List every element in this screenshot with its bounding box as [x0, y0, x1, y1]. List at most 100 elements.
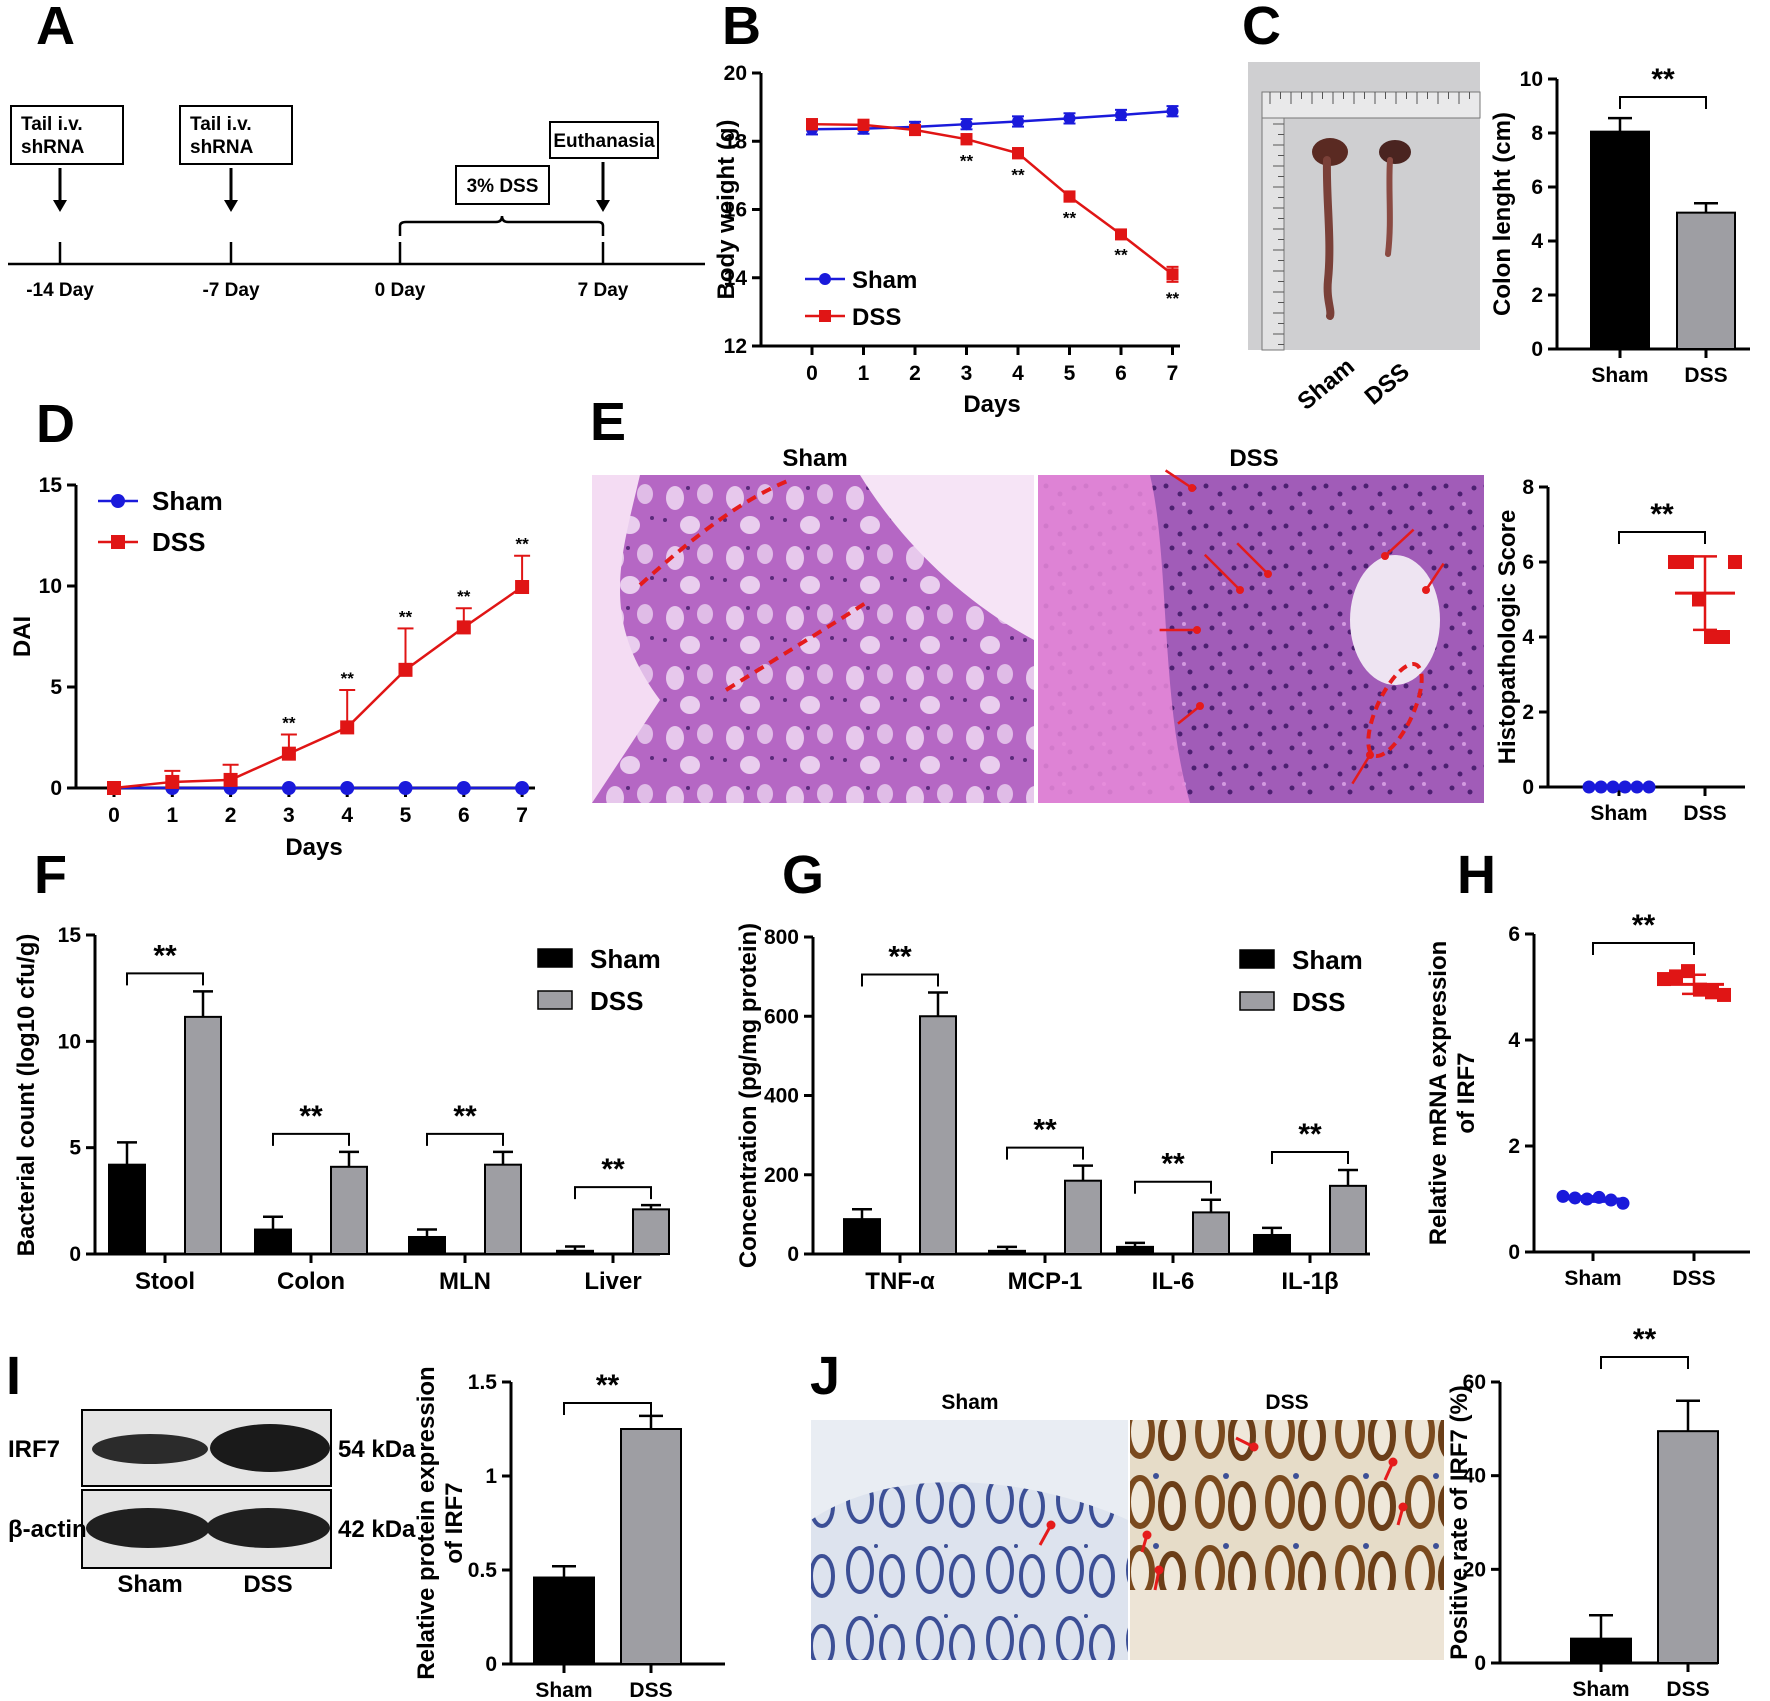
significance-label: **	[1651, 63, 1675, 96]
panel-label-F: F	[34, 845, 67, 905]
legend-swatch	[1239, 949, 1275, 969]
band-actin-sham	[86, 1508, 210, 1548]
data-point-dss	[1657, 972, 1671, 987]
y-axis-title: Concentration (pg/mg protein)	[735, 923, 762, 1268]
bar-sham	[843, 1218, 881, 1256]
series-line-dss	[113, 585, 523, 790]
y-tick-label: 5	[50, 676, 62, 699]
dss-period-brace	[398, 215, 605, 236]
colon-sham	[1322, 156, 1335, 320]
legend-swatch	[1239, 991, 1275, 1011]
legend-label: DSS	[152, 527, 205, 557]
x-tick-label: DSS	[1672, 1267, 1715, 1290]
y-tick-label: 6	[1522, 551, 1534, 574]
panel-f-chart: 0 5 10 15 Stool ** Colon ** MLN ** Liver ** Sham DSS B…	[13, 924, 670, 1295]
x-tick-label: MLN	[439, 1268, 491, 1295]
bar-dss	[919, 1015, 957, 1255]
data-point-sham	[960, 118, 973, 131]
timeline-box-text: shRNA	[21, 137, 85, 158]
red-arrow-head	[1366, 751, 1374, 759]
y-tick-label: 14	[724, 267, 748, 290]
red-arrow-head	[1264, 570, 1272, 578]
x-tick-label: DSS	[1666, 1678, 1709, 1701]
x-tick-label: Sham	[1590, 802, 1647, 825]
x-tick-label: 4	[341, 804, 353, 827]
y-axis-title: DAI	[9, 616, 36, 657]
y-tick-label: 6	[1508, 923, 1520, 946]
lumen-sham	[860, 475, 1034, 640]
red-arrow-head	[1236, 586, 1244, 594]
significance-bracket	[1592, 942, 1695, 955]
y-tick-label: 800	[764, 926, 799, 949]
x-tick-label: 2	[225, 804, 237, 827]
data-point-sham	[340, 781, 355, 795]
significance-label: **	[457, 587, 471, 606]
y-axis-title: Colon lenght (cm)	[1489, 112, 1516, 316]
x-tick-label: 1	[166, 804, 178, 827]
bar-sham	[533, 1576, 595, 1666]
significance-label: **	[960, 151, 974, 170]
x-tick-label: 7	[1167, 362, 1179, 385]
red-arrow-head	[1381, 552, 1389, 560]
legend-label: DSS	[852, 304, 901, 331]
significance-label: **	[1633, 1323, 1657, 1356]
y-tick-label: 10	[58, 1030, 81, 1053]
significance-bracket	[1006, 1146, 1084, 1160]
significance-label: **	[1632, 909, 1656, 942]
data-point-dss	[960, 133, 973, 146]
significance-label: **	[515, 535, 529, 554]
series-line-sham	[811, 109, 1173, 131]
crypt-outline	[724, 598, 872, 692]
series-line-dss	[811, 122, 1174, 276]
data-point-sham	[281, 781, 296, 795]
data-point-dss	[1705, 985, 1719, 1000]
panel-d-chart: 0 5 10 15 DAI 0 1 2 3 4 5 6 7 Days ** ** ** ** ** Sham DSS	[9, 474, 535, 861]
y-tick-label: 400	[764, 1085, 799, 1108]
significance-label: **	[1114, 246, 1128, 265]
data-point-dss	[223, 772, 238, 787]
blot-kda-label: 42 kDa	[338, 1516, 416, 1543]
x-tick-label: 5	[1064, 362, 1076, 385]
y-tick-label: 15	[39, 474, 63, 497]
arrow-head	[596, 200, 610, 212]
x-tick-label: DSS	[629, 1679, 672, 1701]
panel-j-images: Sham DSS	[811, 1391, 1444, 1660]
y-tick-label: 6	[1531, 176, 1543, 199]
significance-bracket	[861, 973, 939, 987]
y-axis-title: of IRF7	[1453, 1052, 1480, 1133]
significance-label: **	[601, 1153, 625, 1186]
x-tick-label: DSS	[1683, 802, 1726, 825]
timeline-tick-label: 7 Day	[578, 280, 629, 301]
bar-dss	[1064, 1179, 1102, 1255]
y-tick-label: 1	[485, 1465, 497, 1488]
legend-label: Sham	[852, 267, 917, 294]
bar-dss	[184, 1015, 222, 1255]
image-title-sham: Sham	[782, 445, 847, 472]
panel-e-images: Sham DSS	[592, 445, 1484, 803]
red-arrow	[1164, 469, 1193, 490]
red-arrow	[1177, 705, 1201, 725]
y-axis-title: Relative mRNA expression	[1425, 941, 1452, 1246]
bar-sham	[1590, 130, 1650, 350]
crypt-outline	[638, 478, 791, 587]
significance-label: **	[1161, 1148, 1185, 1181]
submucosa-sham	[811, 1420, 1128, 1520]
y-tick-label: 12	[724, 335, 747, 358]
significance-label: **	[1063, 209, 1077, 228]
x-tick-label: 0	[108, 804, 120, 827]
y-tick-label: 8	[1531, 122, 1543, 145]
x-tick-label: 6	[458, 804, 470, 827]
y-tick-label: 4	[1522, 626, 1534, 649]
data-point-dss	[1680, 555, 1694, 569]
red-arrow	[1236, 542, 1269, 575]
blot-row-label: β-actin	[8, 1516, 87, 1543]
x-tick-label: Colon	[277, 1268, 345, 1295]
significance-bracket	[1600, 1356, 1689, 1369]
x-tick-label: 1	[858, 362, 870, 385]
red-arrow	[1351, 754, 1372, 785]
data-point-dss	[1063, 190, 1076, 203]
image-title-dss: DSS	[1265, 1391, 1308, 1414]
